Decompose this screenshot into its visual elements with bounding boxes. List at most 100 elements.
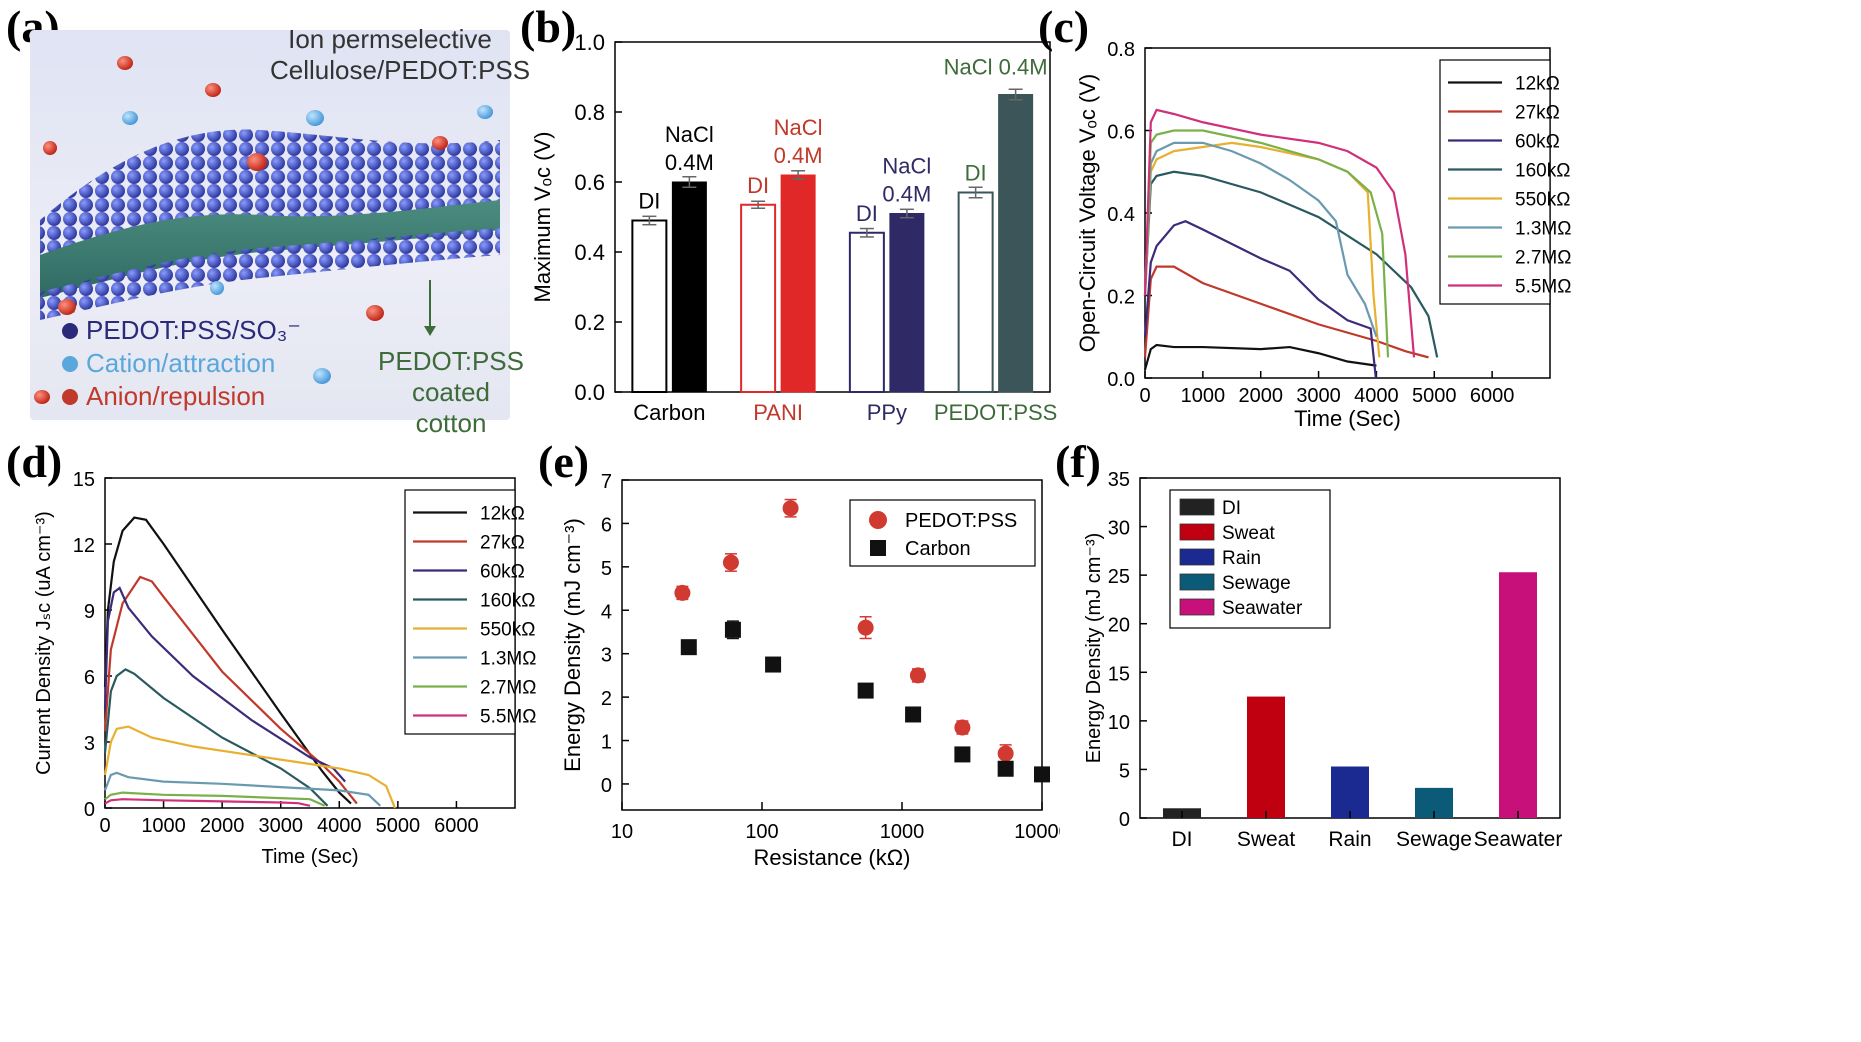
- legend-entry: 5.5MΩ: [480, 707, 536, 728]
- y-tick-label: 4: [601, 601, 612, 623]
- y-axis-label: Energy Density (mJ cm⁻³): [1083, 533, 1105, 764]
- bar-label-nacl: NaCl: [882, 154, 931, 179]
- y-tick-label: 10: [1108, 712, 1130, 734]
- legend-entry: Carbon: [905, 538, 971, 560]
- bar-nacl-PEDOT:PSS: [998, 94, 1034, 393]
- legend-entry: 1.3MΩ: [1515, 219, 1571, 240]
- series-line-160kΩ: [103, 668, 329, 807]
- y-tick-label: 15: [1108, 663, 1130, 685]
- x-axis-label: Time (Sec): [261, 846, 358, 868]
- membrane-bottom-layer: [40, 228, 500, 320]
- series-line-12kΩ: [103, 516, 352, 805]
- chart-c: 0.0 0.2 0.4 0.6 0.8 Open-Circuit Voltage Vₒᴄ …: [1075, 39, 1571, 431]
- legend-entry: 2.7MΩ: [480, 678, 536, 699]
- legend-cation-label: Cation/attraction: [86, 348, 276, 378]
- bar-Sweat: [1247, 696, 1285, 818]
- x-tick-label: 1000: [1181, 385, 1226, 407]
- y-tick-label: 12: [73, 535, 95, 557]
- panel-label-f: (f): [1055, 436, 1101, 487]
- series-line-5.5MΩ: [1143, 108, 1416, 358]
- x-tick-label: 6000: [434, 815, 479, 837]
- y-axis-label: Open-Circuit Voltage Vₒᴄ (V): [1075, 74, 1100, 353]
- y-tick-label: 5: [601, 558, 612, 580]
- legend-entry: 60kΩ: [1515, 132, 1560, 153]
- illustration-title-line1: Ion permselective: [288, 24, 492, 54]
- category-label-Seawater: Seawater: [1474, 828, 1563, 851]
- legend-swatch: [1179, 498, 1215, 516]
- legend-entry: Rain: [1222, 548, 1261, 569]
- legend-anion-label: Anion/repulsion: [86, 381, 266, 411]
- point-Carbon: [905, 706, 922, 723]
- y-axis-label: Energy Density (mJ cm⁻³): [560, 518, 585, 772]
- point-PEDOT:PSS: [997, 745, 1014, 762]
- x-tick-label: 10: [611, 821, 633, 843]
- illustration-title: Ion permselective Cellulose/PEDOT:PSS: [270, 24, 531, 86]
- bar-label-conc: 0.4M: [882, 182, 931, 207]
- illustration-title-line2: Cellulose/PEDOT:PSS: [270, 55, 531, 85]
- membrane-illustration: [34, 56, 500, 405]
- legend-entry: 160kΩ: [1515, 161, 1570, 182]
- chart-f: 0 5 10 15 20 25 30 35 Energy Density (mJ cm⁻³) DI…: [1083, 469, 1563, 851]
- panel-label-e: (e): [538, 436, 590, 487]
- series-line-60kΩ: [103, 586, 346, 783]
- panel-label-b: (b): [520, 1, 577, 52]
- y-tick-label: 0.2: [1107, 287, 1135, 309]
- legend-swatch: [869, 511, 887, 529]
- legend-dot-anion: [62, 389, 78, 405]
- legend-entry: Seawater: [1222, 598, 1303, 619]
- point-Carbon: [857, 682, 874, 699]
- legend-box: [404, 489, 516, 735]
- bar-label-conc: 0.4M: [774, 143, 823, 168]
- legend-entry: 12kΩ: [480, 504, 525, 525]
- bar-label-di: DI: [856, 201, 878, 226]
- bar-label-di: DI: [965, 161, 987, 186]
- series-line-550kΩ: [103, 725, 396, 809]
- bar-nacl-PANI: [780, 174, 816, 393]
- y-tick-label: 2: [601, 688, 612, 710]
- y-tick-label: 6: [84, 667, 95, 689]
- coated-cotton-label: PEDOT:PSS coated cotton: [376, 346, 526, 439]
- y-tick-label: 3: [601, 645, 612, 667]
- y-tick-label: 20: [1108, 615, 1130, 637]
- category-label-PANI: PANI: [753, 400, 803, 425]
- series-line-160kΩ: [1143, 170, 1439, 358]
- panel-label-d: (d): [6, 436, 63, 487]
- y-tick-label: 0: [84, 799, 95, 821]
- bar-label-di: DI: [638, 189, 660, 214]
- bar-nacl-Carbon: [671, 181, 707, 393]
- legend-swatch: [1179, 598, 1215, 616]
- point-Carbon: [680, 639, 697, 656]
- bar-nacl-PPy: [889, 213, 925, 393]
- point-Carbon: [724, 621, 741, 638]
- point-Carbon: [1034, 766, 1050, 783]
- legend-entry: 5.5MΩ: [1515, 277, 1571, 298]
- y-tick-label: 3: [84, 733, 95, 755]
- series-line-12kΩ: [1143, 343, 1377, 371]
- point-PEDOT:PSS: [909, 667, 926, 684]
- point-PEDOT:PSS: [857, 619, 874, 636]
- bar-di-PEDOT:PSS: [957, 191, 994, 393]
- category-label-Sewage: Sewage: [1396, 828, 1472, 851]
- series-line-1.3MΩ: [103, 771, 382, 807]
- bar-di-PANI: [740, 203, 777, 393]
- legend-entry: 550kΩ: [480, 620, 535, 641]
- bar-di-PPy: [848, 231, 885, 393]
- series-line-550kΩ: [1143, 141, 1381, 358]
- y-tick-label: 0.0: [1107, 369, 1135, 391]
- coated-cotton-line2: coated cotton: [411, 377, 491, 438]
- x-tick-label: 3000: [1296, 385, 1341, 407]
- legend-swatch: [1179, 548, 1215, 566]
- category-label-PPy: PPy: [867, 400, 907, 425]
- legend-entry: 12kΩ: [1515, 74, 1560, 95]
- category-label-PEDOT:PSS: PEDOT:PSS: [934, 400, 1057, 425]
- x-tick-label: 1000: [880, 821, 925, 843]
- legend-entry: 2.7MΩ: [1515, 248, 1571, 269]
- x-tick-label: 4000: [1354, 385, 1399, 407]
- bar-Rain: [1331, 766, 1369, 818]
- legend-entry: 27kΩ: [1515, 103, 1560, 124]
- series-line-27kΩ: [103, 575, 358, 805]
- y-tick-label: 1: [601, 732, 612, 754]
- panel-label-c: (c): [1038, 1, 1090, 52]
- legend-swatch: [1179, 573, 1215, 591]
